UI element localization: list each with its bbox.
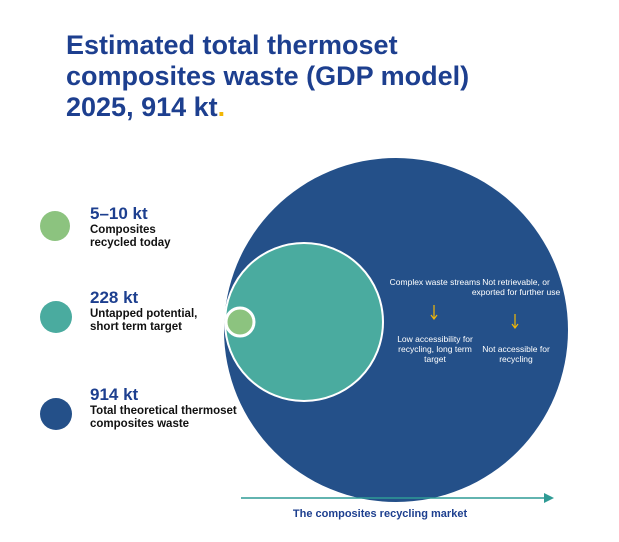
legend-desc-untapped: Untapped potential, short term target (90, 308, 198, 333)
legend-desc-recycled: Composites recycled today (90, 224, 171, 249)
legend-value-untapped: 228 kt (90, 288, 139, 307)
bubble-recycled (224, 306, 256, 338)
arrow-down-icon (511, 314, 519, 329)
teal-circle-icon (40, 301, 72, 333)
green-circle-icon (40, 211, 70, 241)
arrow-down-icon (430, 305, 438, 320)
note-not-accessible: Not accessible for recycling (482, 344, 550, 364)
note-complex-waste: Complex waste streams (389, 277, 481, 287)
arrow-down-head (430, 314, 438, 320)
arrow-down-head (511, 323, 519, 329)
market-arrow-head (544, 493, 554, 503)
x-axis-label: The composites recycling market (292, 508, 468, 520)
title-dot: . (217, 92, 226, 122)
note-low-accessibility: Low accessibility for recycling, long te… (397, 334, 473, 364)
note-not-retrievable: Not retrievable, or exported for further… (471, 277, 561, 297)
legend-value-total: 914 kt (90, 385, 139, 404)
chart-title-text: Estimated total thermoset composites was… (66, 30, 470, 122)
legend-value-recycled: 5–10 kt (90, 204, 148, 223)
legend-desc-total: Total theoretical thermoset composites w… (90, 405, 237, 430)
chart-title: Estimated total thermoset composites was… (66, 30, 506, 123)
navy-circle-icon (40, 398, 72, 430)
